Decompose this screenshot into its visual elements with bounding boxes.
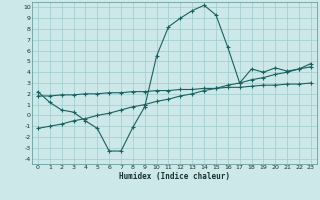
X-axis label: Humidex (Indice chaleur): Humidex (Indice chaleur) [119,172,230,181]
